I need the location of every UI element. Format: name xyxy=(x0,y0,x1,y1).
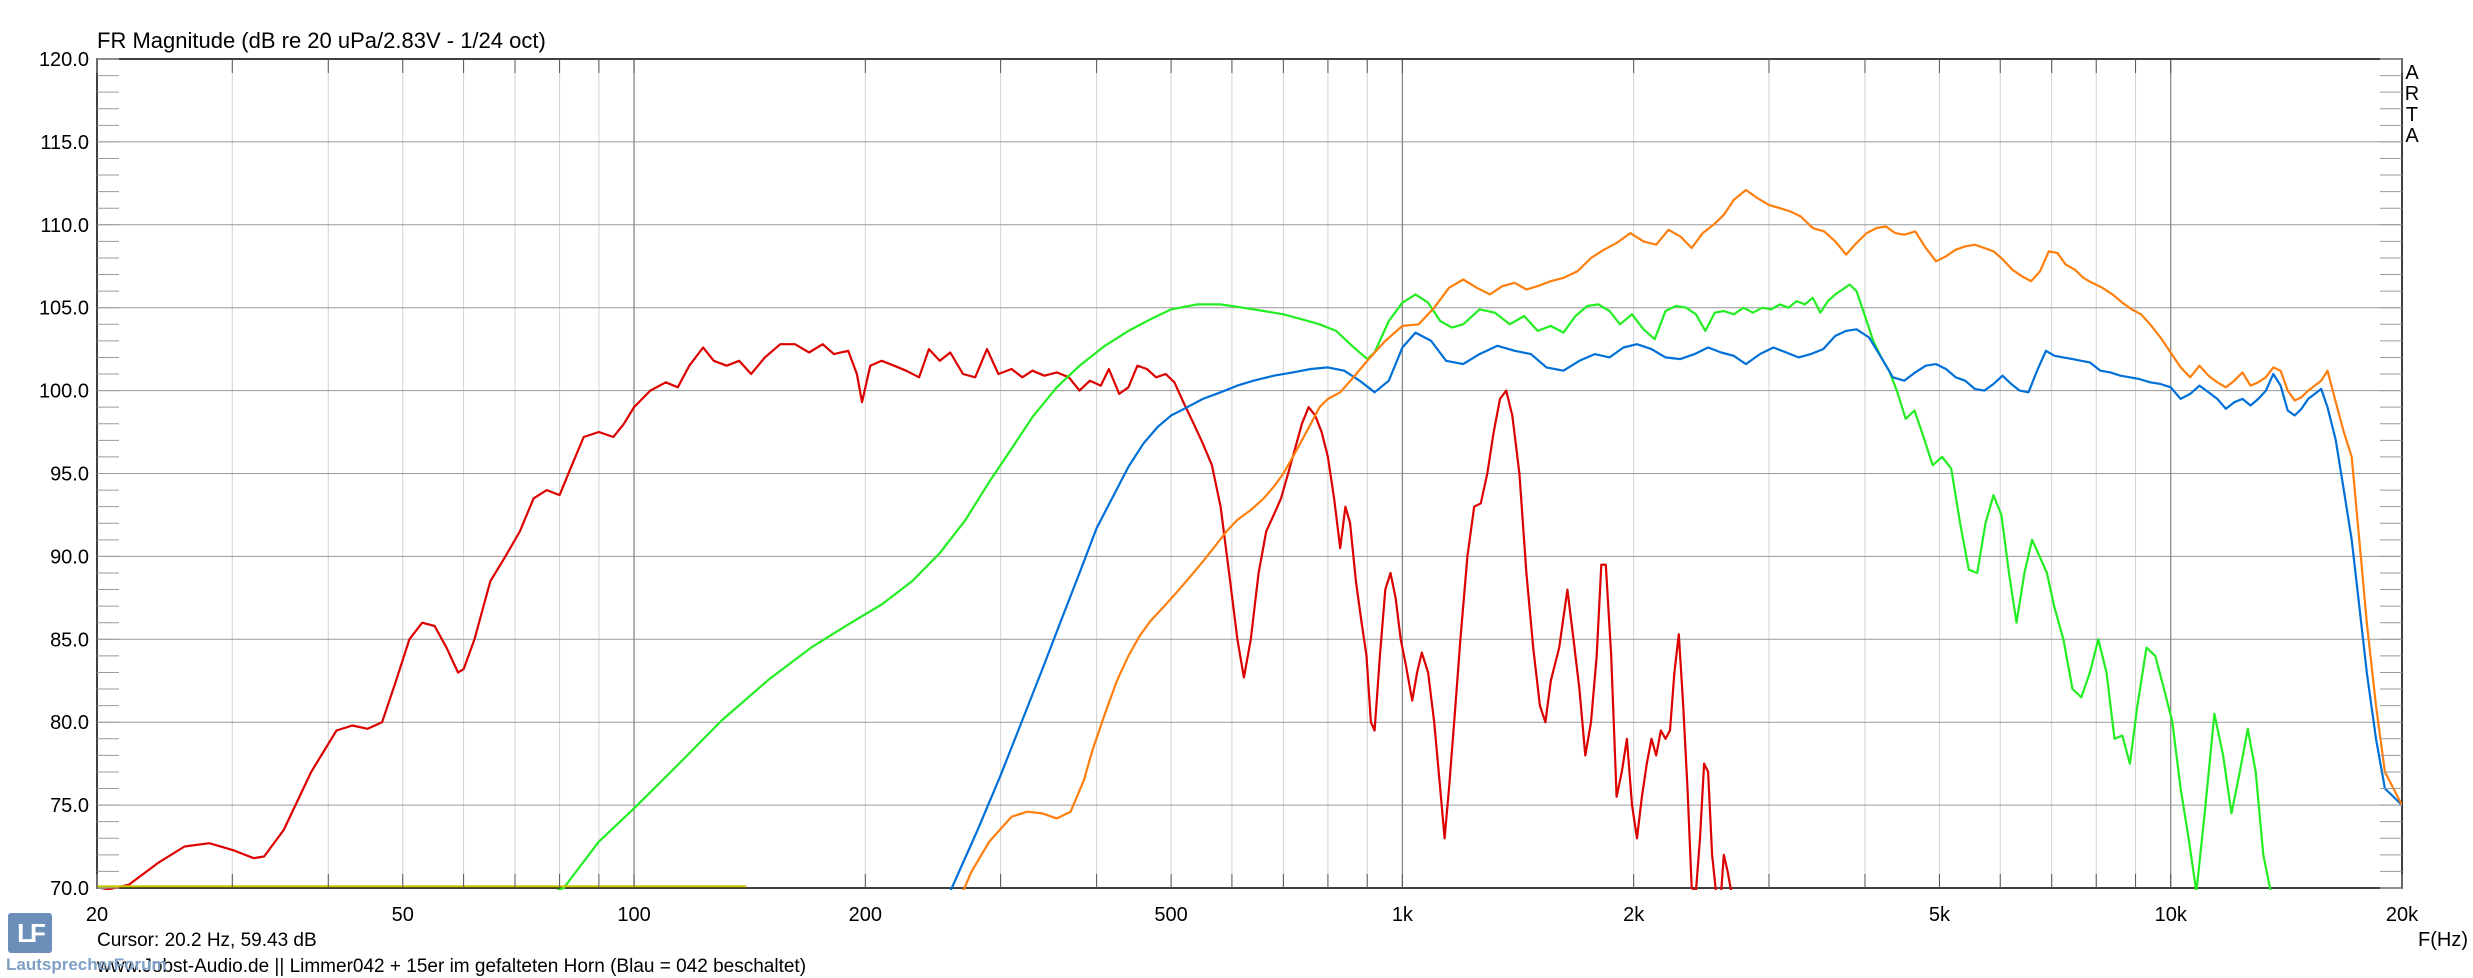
y-tick-label: 75.0 xyxy=(50,795,89,817)
curves xyxy=(97,188,2402,890)
chart-title: FR Magnitude (dB re 20 uPa/2.83V - 1/24 … xyxy=(97,28,546,53)
grid-major xyxy=(97,58,2402,889)
x-tick-label: 50 xyxy=(392,904,414,926)
arta-letter: A xyxy=(2405,62,2419,84)
arta-letter: T xyxy=(2406,104,2418,126)
y-tick-label: 90.0 xyxy=(50,546,89,568)
y-tick-label: 80.0 xyxy=(50,712,89,734)
y-tick-label: 110.0 xyxy=(40,215,89,237)
y-tick-label: 100.0 xyxy=(39,381,89,403)
x-tick-label: 2k xyxy=(1623,904,1645,926)
x-tick-label: 500 xyxy=(1154,904,1187,926)
arta-letter: R xyxy=(2405,83,2419,105)
series-curve-2 xyxy=(949,328,2402,890)
x-tick-label: 100 xyxy=(617,904,650,926)
series-curve-0 xyxy=(100,343,1733,890)
x-tick-label: 5k xyxy=(1929,904,1951,926)
x-tick-label: 10k xyxy=(2155,904,2188,926)
arta-letter: A xyxy=(2405,125,2419,147)
series-curve-1 xyxy=(555,283,2272,890)
y-tick-label: 95.0 xyxy=(50,464,89,486)
x-tick-label: 20 xyxy=(86,904,108,926)
x-tick-label: 200 xyxy=(849,904,882,926)
axis-ticks xyxy=(96,58,2403,889)
chart-caption: www.Jobst-Audio.de || Limmer042 + 15er i… xyxy=(97,956,807,977)
x-tick-label: 20k xyxy=(2386,904,2419,926)
y-tick-label: 115.0 xyxy=(40,132,89,154)
x-tick-label: 1k xyxy=(1392,904,1414,926)
y-tick-label: 70.0 xyxy=(50,878,89,900)
y-tick-labels: 120.0 115.0 110.0 105.0 100.0 95.0 90.0 85.0 80.… xyxy=(39,49,89,900)
series-curve-3 xyxy=(962,188,2402,890)
forum-logo-text: LautsprecherForum xyxy=(6,955,167,974)
forum-logo: LF xyxy=(8,913,52,953)
y-tick-label: 105.0 xyxy=(39,298,89,320)
x-axis-label: F(Hz) xyxy=(2418,929,2468,951)
cursor-readout: Cursor: 20.2 Hz, 59.43 dB xyxy=(97,930,317,951)
y-tick-label: 120.0 xyxy=(39,49,89,71)
y-tick-label: 85.0 xyxy=(50,629,89,651)
x-tick-labels: 20 50 100 200 500 1k 2k 5k 10k 20k xyxy=(86,904,2419,926)
